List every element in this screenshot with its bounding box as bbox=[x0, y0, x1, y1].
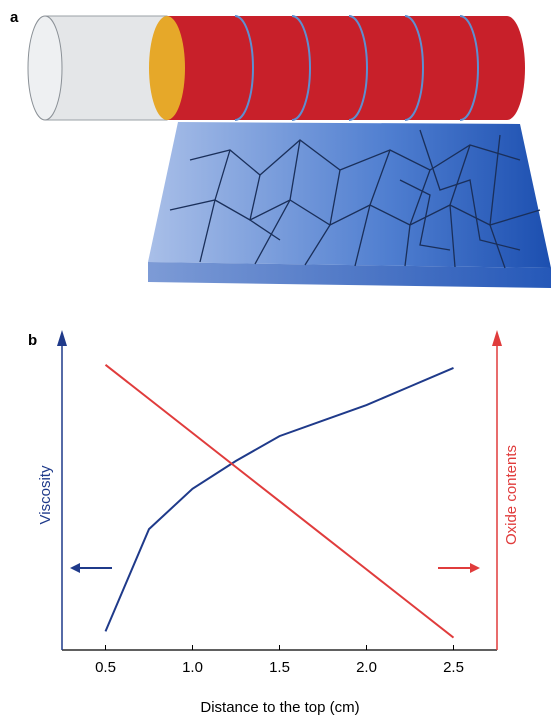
cracked-plate bbox=[148, 122, 551, 288]
right-arrow-head bbox=[470, 563, 480, 573]
cylinder bbox=[28, 16, 525, 120]
x-tick-label: 1.5 bbox=[269, 659, 290, 676]
left-arrow-head bbox=[70, 563, 80, 573]
x-tick-label: 2.5 bbox=[443, 659, 464, 676]
x-tick-label: 1.0 bbox=[182, 659, 203, 676]
page: a b Viscosity Oxide contents Distance to bbox=[0, 0, 551, 722]
panel-label: a bbox=[10, 9, 19, 26]
x-axis-title: Distance to the top (cm) bbox=[200, 699, 359, 716]
x-tick-label: 0.5 bbox=[95, 659, 116, 676]
figure: a b Viscosity Oxide contents Distance to bbox=[0, 0, 551, 722]
data-line bbox=[106, 368, 454, 632]
data-line bbox=[106, 365, 454, 638]
y-axis-title: Viscosity bbox=[37, 465, 54, 524]
panel-label: b bbox=[28, 332, 37, 349]
y2-axis-arrow bbox=[492, 330, 502, 346]
y2-axis-title: Oxide contents bbox=[503, 445, 520, 545]
y-axis-arrow bbox=[57, 330, 67, 346]
x-tick-label: 2.0 bbox=[356, 659, 377, 676]
